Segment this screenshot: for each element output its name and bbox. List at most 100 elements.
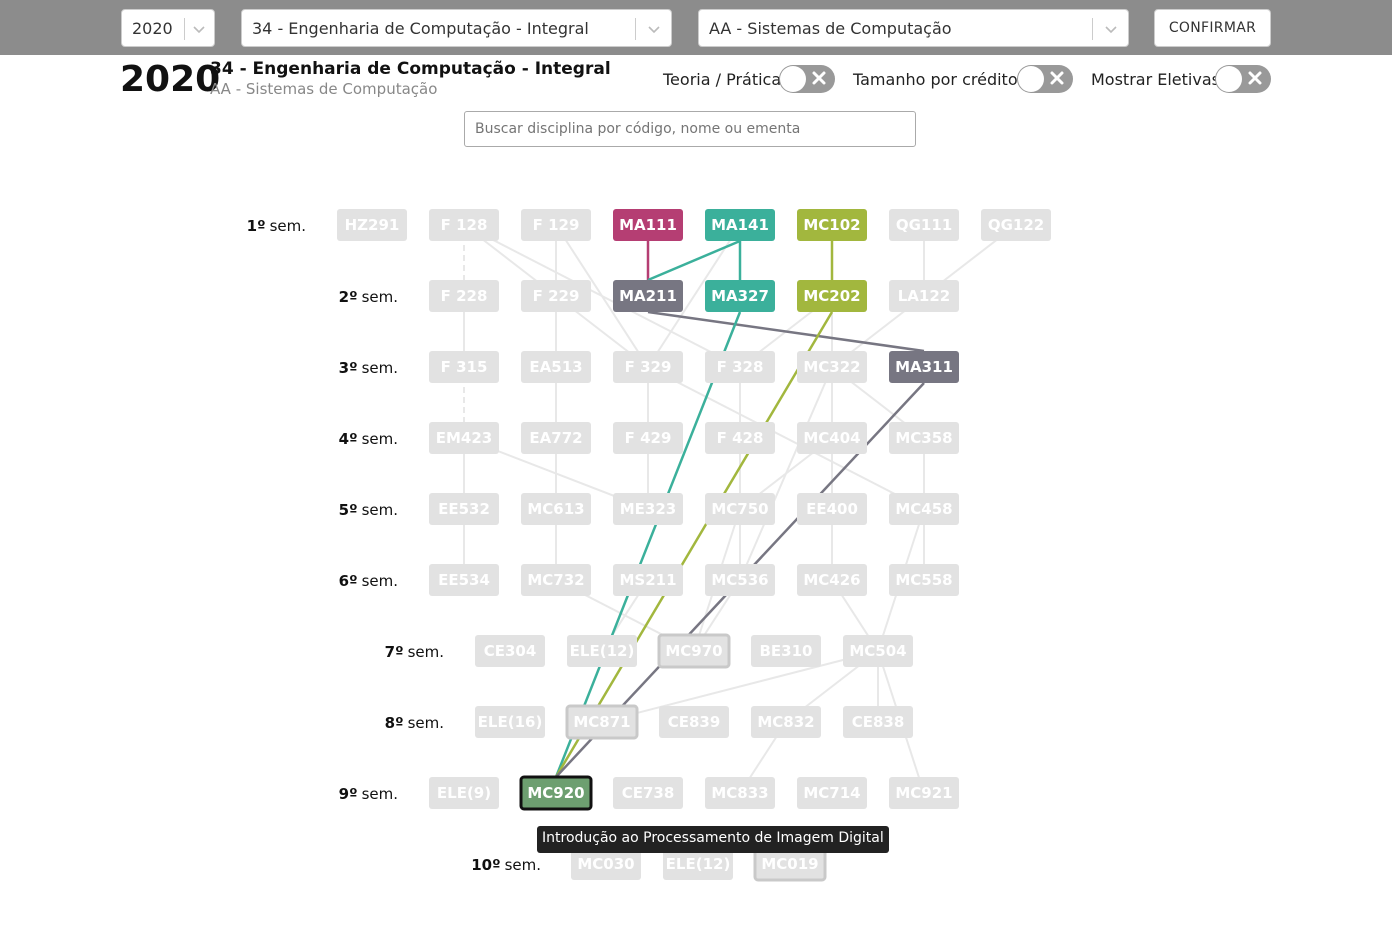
course-node-box [843,706,913,738]
semester-word: sem. [362,359,398,377]
course-node-qg111[interactable]: QG111 [889,209,959,241]
course-code: ELE(9) [437,784,491,802]
course-node-qg122[interactable]: QG122 [981,209,1051,241]
course-nodes: HZ291 F 128 F 129 MA111 MA141 MC102 QG111 QG122… [337,209,1051,882]
semester-ordinal: º [349,785,357,803]
course-node-hz291[interactable]: HZ291 [337,209,407,241]
course-node-ce738[interactable]: CE738 [613,777,683,809]
course-node-em423[interactable]: EM423 [429,422,499,454]
course-node-mc322[interactable]: MC322 [797,351,867,383]
toggle-electives[interactable] [1215,65,1271,93]
course-node-box [797,209,867,241]
course-node-mc970[interactable]: MC970 [657,633,731,669]
semester-word: sem. [362,501,398,519]
course-node-ce838[interactable]: CE838 [843,706,913,738]
course-node-ele12[interactable]: ELE(12) [567,635,637,667]
highlighted-prerequisite-edge [554,311,742,778]
course-node-la122[interactable]: LA122 [889,280,959,312]
semester-label: 10º sem. [471,856,541,874]
course-node-box [613,564,683,596]
course-node-mc921[interactable]: MC921 [889,777,959,809]
course-node-ee400[interactable]: EE400 [797,493,867,525]
course-node-ma211[interactable]: MA211 [613,280,683,312]
course-node-ce304[interactable]: CE304 [475,635,545,667]
course-node-mc426[interactable]: MC426 [797,564,867,596]
course-node-mc458[interactable]: MC458 [889,493,959,525]
course-node-f428[interactable]: F 428 [705,422,775,454]
course-node-mc030[interactable]: MC030 [571,848,641,880]
semester-label: 2º sem. [339,288,398,306]
course-code: EE532 [438,500,490,518]
course-node-mc404[interactable]: MC404 [797,422,867,454]
course-node-f229[interactable]: F 229 [521,280,591,312]
course-node-mc832[interactable]: MC832 [751,706,821,738]
course-code: EA513 [529,358,582,376]
course-node-ele12[interactable]: ELE(12) [663,848,733,880]
course-node-f129[interactable]: F 129 [521,209,591,241]
semester-number: 5 [339,501,349,519]
course-node-mc536[interactable]: MC536 [705,564,775,596]
semester-word: sem. [270,217,306,235]
course-search-input[interactable] [464,111,916,147]
course-node-f228[interactable]: F 228 [429,280,499,312]
course-node-mc750[interactable]: MC750 [705,493,775,525]
toggle-knob [1216,66,1242,92]
course-code: QG122 [988,216,1044,234]
course-node-ma141[interactable]: MA141 [705,209,775,241]
course-node-box [567,635,637,667]
semester-ordinal: º [349,572,357,590]
course-node-f328[interactable]: F 328 [705,351,775,383]
course-node-ea513[interactable]: EA513 [521,351,591,383]
course-node-mc202[interactable]: MC202 [797,280,867,312]
course-node-mc920[interactable]: MC920 [519,775,593,811]
course-node-mc558[interactable]: MC558 [889,564,959,596]
course-node-mc358[interactable]: MC358 [889,422,959,454]
chevron-down-icon [648,26,660,34]
course-node-box [889,351,959,383]
course-node-ele16[interactable]: ELE(16) [475,706,545,738]
course-node-box [705,280,775,312]
course-node-me323[interactable]: ME323 [613,493,683,525]
course-node-ma111[interactable]: MA111 [613,209,683,241]
course-node-mc732[interactable]: MC732 [521,564,591,596]
course-code: F 128 [441,216,488,234]
modality-select[interactable]: AA - Sistemas de Computação [698,9,1129,47]
semester-ordinal: º [492,856,500,874]
highlighted-prerequisite-edge [647,310,925,353]
course-node-f315[interactable]: F 315 [429,351,499,383]
course-node-box [613,209,683,241]
course-node-ms211[interactable]: MS211 [613,564,683,596]
course-code: F 328 [717,358,764,376]
course-node-box [797,280,867,312]
course-node-ce839[interactable]: CE839 [659,706,729,738]
confirm-button[interactable]: CONFIRMAR [1154,9,1271,47]
course-node-ee532[interactable]: EE532 [429,493,499,525]
course-node-ma327[interactable]: MA327 [705,280,775,312]
course-node-box [705,351,775,383]
course-code: MA327 [711,287,769,305]
course-node-mc504[interactable]: MC504 [843,635,913,667]
year-select[interactable]: 2020 [121,9,215,47]
course-node-f329[interactable]: F 329 [613,351,683,383]
course-node-ma311[interactable]: MA311 [889,351,959,383]
course-node-mc613[interactable]: MC613 [521,493,591,525]
semester-word: sem. [362,572,398,590]
toggle-credit-size[interactable] [1017,65,1073,93]
course-code: MS211 [619,571,676,589]
semester-word: sem. [505,856,541,874]
course-select[interactable]: 34 - Engenharia de Computação - Integral [241,9,672,47]
toggle-theory-practice[interactable] [779,65,835,93]
course-node-mc833[interactable]: MC833 [705,777,775,809]
course-node-ee534[interactable]: EE534 [429,564,499,596]
course-node-box [797,351,867,383]
course-node-mc102[interactable]: MC102 [797,209,867,241]
course-node-mc871[interactable]: MC871 [565,704,639,740]
course-node-box [981,209,1051,241]
course-node-f429[interactable]: F 429 [613,422,683,454]
course-node-f128[interactable]: F 128 [429,209,499,241]
course-node-ele9[interactable]: ELE(9) [429,777,499,809]
course-node-ea772[interactable]: EA772 [521,422,591,454]
course-node-mc714[interactable]: MC714 [797,777,867,809]
course-code: F 129 [533,216,580,234]
course-node-be310[interactable]: BE310 [751,635,821,667]
